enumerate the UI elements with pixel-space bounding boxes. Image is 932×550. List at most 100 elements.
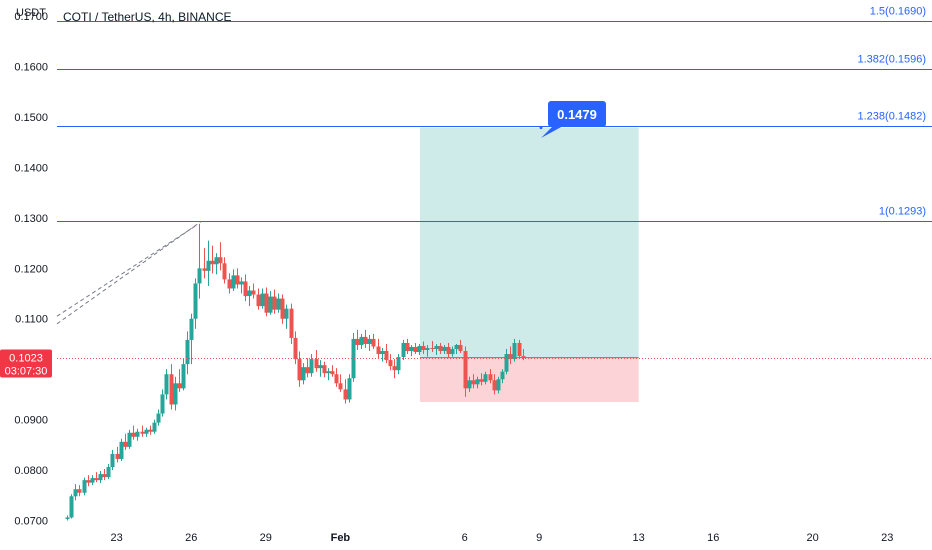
- candle: [318, 360, 323, 377]
- candle-body: [90, 478, 95, 483]
- candle: [434, 343, 439, 356]
- y-tick-label: 0.1500: [14, 112, 48, 124]
- candle-body: [318, 365, 323, 369]
- fib-label: 1.238(0.1482): [858, 111, 927, 123]
- candle: [305, 358, 310, 378]
- candle: [446, 342, 451, 359]
- profit-zone: [419, 127, 639, 358]
- candle-body: [218, 257, 223, 264]
- candle-body: [189, 318, 194, 340]
- candle-body: [123, 441, 128, 447]
- candle-body: [272, 296, 277, 310]
- candle: [380, 348, 385, 362]
- candle-body: [401, 342, 406, 358]
- candle: [442, 344, 447, 355]
- candle-body: [73, 489, 78, 497]
- candle-body: [227, 279, 232, 289]
- candle: [69, 494, 74, 519]
- candle: [148, 425, 153, 435]
- candle-body: [305, 367, 310, 374]
- candle: [280, 294, 285, 324]
- candle-body: [351, 338, 356, 379]
- candle: [371, 333, 376, 350]
- candle-body: [185, 339, 190, 365]
- candle-body: [367, 338, 372, 344]
- candle: [438, 342, 443, 355]
- candle: [65, 515, 70, 521]
- candle: [401, 339, 406, 361]
- y-tick-label: 0.0900: [14, 415, 48, 427]
- candle-body: [264, 293, 269, 313]
- candle-body: [508, 354, 513, 360]
- candle: [86, 475, 91, 487]
- candle-body: [65, 517, 70, 519]
- candle: [264, 287, 269, 317]
- candle: [392, 359, 397, 379]
- candle-body: [309, 359, 314, 374]
- candle: [367, 334, 372, 352]
- candle-body: [86, 480, 91, 483]
- candle-body: [152, 422, 157, 432]
- candle-body: [284, 308, 289, 319]
- x-tick-label: 23: [881, 532, 893, 544]
- candle: [517, 339, 522, 360]
- candle-body: [206, 260, 211, 271]
- candle-body: [343, 389, 348, 400]
- fib-label: 1.5(0.1690): [870, 6, 926, 18]
- candle: [268, 291, 273, 315]
- candle-body: [106, 467, 111, 478]
- candle: [131, 425, 136, 440]
- candle-body: [322, 365, 327, 374]
- candle: [417, 343, 422, 356]
- candle: [144, 427, 149, 437]
- candle: [260, 288, 265, 309]
- candle-body: [488, 374, 493, 381]
- candle-body: [467, 380, 472, 389]
- candle: [338, 374, 343, 392]
- candle: [173, 376, 178, 411]
- candle-body: [98, 474, 103, 481]
- candle-body: [475, 379, 480, 385]
- x-tick-label: 29: [260, 532, 272, 544]
- candle: [181, 358, 186, 391]
- candle: [301, 363, 306, 385]
- candle: [347, 374, 352, 403]
- candle: [384, 343, 389, 364]
- candle: [409, 344, 414, 357]
- trend-lines: [56, 221, 202, 325]
- x-tick-label: 26: [185, 532, 197, 544]
- candle-body: [359, 336, 364, 345]
- candle: [197, 223, 202, 299]
- candle-body: [409, 346, 414, 352]
- last-price-badge: [0, 349, 52, 378]
- candle: [496, 376, 501, 394]
- candle-body: [347, 378, 352, 400]
- candle-body: [235, 275, 240, 285]
- candle: [164, 369, 169, 400]
- candle-body: [334, 374, 339, 384]
- candle-body: [446, 346, 451, 355]
- candle: [322, 361, 327, 378]
- candle: [152, 419, 157, 434]
- candle: [483, 371, 488, 385]
- candle: [77, 485, 82, 497]
- currency-label: USDT: [16, 7, 46, 19]
- candle-body: [355, 338, 360, 345]
- chart-title: COTI / TetherUS, 4h, BINANCE: [63, 10, 232, 24]
- candle: [210, 245, 215, 274]
- candle-body: [454, 344, 459, 350]
- candle-body: [260, 293, 265, 307]
- candle: [251, 283, 256, 299]
- candle: [396, 354, 401, 375]
- candle-body: [94, 478, 99, 481]
- candle: [388, 354, 393, 371]
- target-tooltip-pointer: [541, 126, 563, 138]
- y-tick-label: 0.1100: [15, 314, 48, 326]
- candle-body: [156, 413, 161, 423]
- candle: [156, 409, 161, 426]
- candle: [256, 288, 261, 310]
- candle-body: [222, 263, 227, 280]
- candle-body: [376, 346, 381, 355]
